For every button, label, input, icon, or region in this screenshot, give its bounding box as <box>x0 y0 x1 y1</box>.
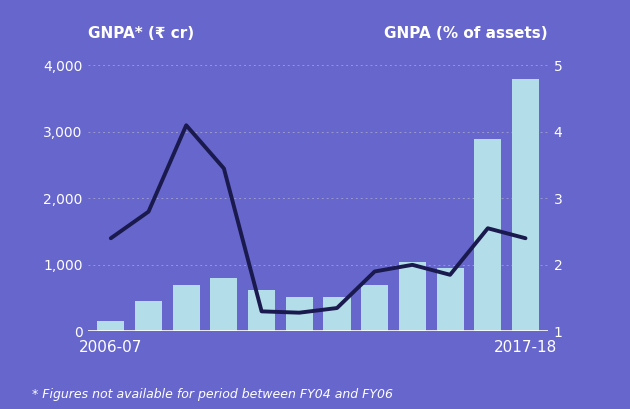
Text: GNPA (% of assets): GNPA (% of assets) <box>384 26 548 41</box>
Bar <box>323 297 350 331</box>
Text: GNPA* (₹ cr): GNPA* (₹ cr) <box>88 26 194 41</box>
Bar <box>474 139 501 331</box>
Bar <box>361 285 388 331</box>
Bar <box>512 79 539 331</box>
Bar <box>399 261 426 331</box>
Bar <box>210 278 238 331</box>
Bar <box>135 301 162 331</box>
Bar <box>97 321 124 331</box>
Bar <box>248 290 275 331</box>
Bar <box>173 285 200 331</box>
Bar <box>437 268 464 331</box>
Text: * Figures not available for period between FY04 and FY06: * Figures not available for period betwe… <box>32 388 392 401</box>
Bar <box>286 297 313 331</box>
